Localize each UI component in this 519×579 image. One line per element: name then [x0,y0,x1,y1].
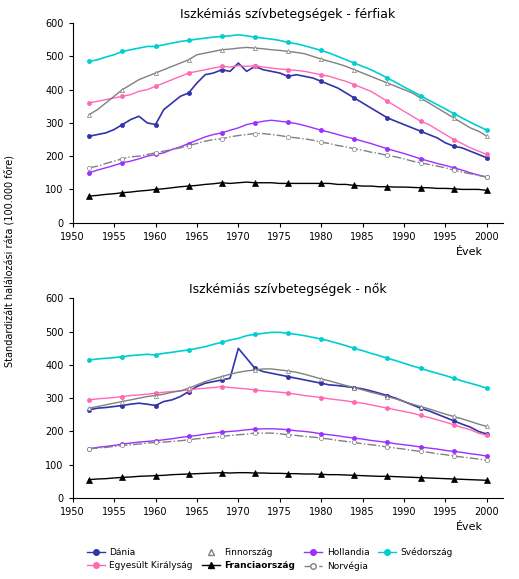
X-axis label: Évek: Évek [456,247,483,256]
Legend: Dánia, Egyesült Királyság, Finnország, Franciaország, Hollandia, Norvégia, Svédo: Dánia, Egyesült Királyság, Finnország, F… [83,544,457,574]
Title: Iszkémiás szívbetegségek - nők: Iszkémiás szívbetegségek - nők [189,283,387,296]
X-axis label: Évek: Évek [456,522,483,532]
Text: Standardizált halálozási ráta (100.000 főre): Standardizált halálozási ráta (100.000 f… [5,155,16,367]
Title: Iszkémiás szívbetegségek - férfiak: Iszkémiás szívbetegségek - férfiak [181,8,395,21]
